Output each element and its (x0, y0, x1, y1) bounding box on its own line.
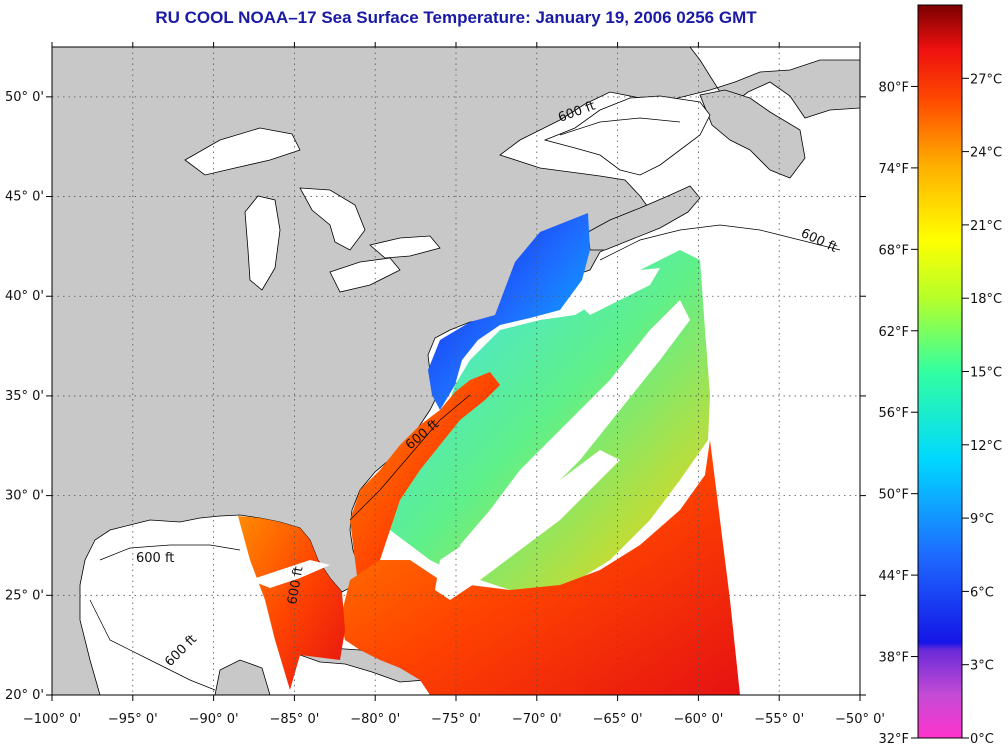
sst-cold-shelf (428, 213, 590, 410)
lat-tick-label: 25° 0' (5, 588, 44, 603)
map-area: 600 ft 600 ft 600 ft 600 ft 600 ft 600 f… (52, 47, 860, 695)
colorbar-c-label: 15°C (970, 366, 1002, 381)
cloud-streaks (250, 268, 690, 600)
colorbar-c-label: 18°C (970, 292, 1002, 307)
lat-tick-label: 50° 0' (5, 90, 44, 105)
colorbar-f-label: 80°F (878, 80, 909, 95)
colorbar-c-label: 27°C (970, 72, 1002, 87)
colorbar-f-label: 44°F (878, 569, 909, 584)
colorbar-celsius-labels: 27°C 24°C 21°C 18°C 15°C 12°C 9°C 6°C 3°C 0°C (970, 72, 1002, 747)
axis-ticks (46, 42, 866, 701)
lon-tick-label: −60° 0' (673, 712, 723, 727)
colorbar-f-label: 38°F (878, 651, 909, 666)
colorbar-f-label: 62°F (878, 325, 909, 340)
lon-tick-label: −75° 0' (431, 712, 481, 727)
lat-tick-label: 35° 0' (5, 389, 44, 404)
colorbar-f-label: 74°F (878, 162, 909, 177)
lon-tick-label: −55° 0' (754, 712, 804, 727)
sst-gulf-of-mexico (238, 516, 345, 690)
gulf-st-lawrence (543, 95, 711, 176)
colorbar-ticks (911, 77, 969, 739)
colorbar-fahrenheit-labels: 80°F 74°F 68°F 62°F 56°F 50°F 44°F 38°F 32°F (878, 80, 909, 747)
longitude-labels: −100° 0' −95° 0' −90° 0' −85° 0' −80° 0' −75°… (23, 712, 885, 727)
sst-warm-south (340, 440, 740, 695)
lon-tick-label: −65° 0' (593, 712, 643, 727)
colorbar-c-label: 6°C (970, 585, 994, 600)
colorbar-c-label: 12°C (970, 439, 1002, 454)
colorbar-c-label: 0°C (970, 732, 994, 747)
isobath-label: 600 ft (136, 551, 174, 566)
sst-mid-band (370, 250, 710, 595)
land-yucatan (214, 659, 271, 695)
colorbar-c-label: 24°C (970, 146, 1002, 161)
isobath-600ft (89, 117, 841, 691)
isobath-label: 600 ft (285, 565, 306, 605)
lat-tick-label: 20° 0' (5, 688, 44, 703)
colorbar-c-label: 9°C (970, 512, 994, 527)
lat-tick-label: 45° 0' (5, 190, 44, 205)
latitude-labels: 20° 0' 25° 0' 30° 0' 35° 0' 40° 0' 45° 0' 50° … (5, 90, 44, 703)
lat-tick-label: 40° 0' (5, 289, 44, 304)
great-lakes (184, 127, 441, 293)
lon-tick-label: −85° 0' (269, 712, 319, 727)
lat-tick-label: 30° 0' (5, 489, 44, 504)
lon-tick-label: −70° 0' (512, 712, 562, 727)
lon-tick-label: −95° 0' (108, 712, 158, 727)
colorbar-f-label: 68°F (878, 243, 909, 258)
colorbar-f-label: 56°F (878, 406, 909, 421)
colorbar-c-label: 21°C (970, 219, 1002, 234)
graticule (52, 47, 860, 695)
lon-tick-label: −100° 0' (23, 712, 81, 727)
map-title: RU COOL NOAA–17 Sea Surface Temperature:… (155, 8, 757, 27)
colorbar-f-label: 50°F (878, 488, 909, 503)
colorbar-c-label: 3°C (970, 659, 994, 674)
lon-tick-label: −50° 0' (835, 712, 885, 727)
land-nova-scotia (587, 185, 701, 251)
colorbar-gradient (917, 4, 963, 739)
lon-tick-label: −80° 0' (350, 712, 400, 727)
colorbar: 80°F 74°F 68°F 62°F 56°F 50°F 44°F 38°F 32°F 27°… (878, 4, 1002, 747)
colorbar-f-label: 32°F (878, 732, 909, 747)
lon-tick-label: −90° 0' (189, 712, 239, 727)
